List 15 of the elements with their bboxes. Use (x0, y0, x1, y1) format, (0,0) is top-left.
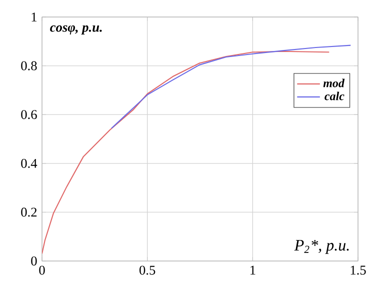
x-tick-label: 0 (39, 266, 45, 275)
legend-label: calc (324, 92, 344, 100)
x-tick-label: 1 (250, 266, 256, 275)
x-axis-title: P$_{2}$*, p.u. (294, 240, 349, 254)
x-tick-label: 0.5 (140, 266, 156, 275)
y-tick-label: 1 (32, 12, 36, 22)
legend-label: mod (323, 78, 345, 88)
line-series (110, 44, 352, 129)
y-tick-label: 0.6 (21, 110, 37, 120)
y-tick-label: 0.4 (21, 158, 38, 168)
x-tick-label: 1.5 (350, 266, 366, 275)
y-tick-label: 0 (31, 256, 37, 266)
y-tick-label: 0.8 (21, 61, 37, 70)
y-tick-label: 0.2 (21, 208, 37, 217)
y-axis-title: cosφ, p.u. (50, 25, 102, 34)
